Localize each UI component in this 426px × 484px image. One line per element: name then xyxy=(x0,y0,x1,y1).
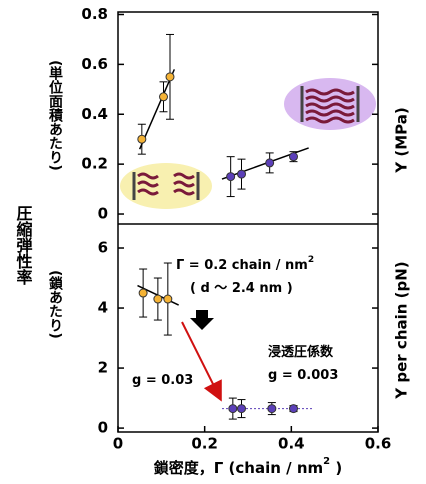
annotation-text: ( d ～ 2.4 nm ) xyxy=(190,281,293,296)
annotation: ( d ～ 2.4 nm ) xyxy=(190,281,293,296)
annotation-text: g = 0.003 xyxy=(268,368,338,383)
y-label: (単位面積あたり) xyxy=(47,60,64,171)
y-tick-label: 2 xyxy=(98,359,108,377)
point xyxy=(153,294,163,304)
point xyxy=(289,404,298,414)
fit-line xyxy=(138,69,176,150)
icon-upper xyxy=(284,78,376,130)
annotation: g = 0.03 xyxy=(132,373,193,388)
y-tick-label: 0.8 xyxy=(81,5,108,23)
y-tick-label: 0.2 xyxy=(81,155,108,173)
y-label-right: Y (MPa) xyxy=(393,107,411,173)
y-tick-label: 0.4 xyxy=(81,105,108,123)
point xyxy=(138,288,148,298)
x-label-end: ) xyxy=(330,459,342,477)
point xyxy=(237,404,246,414)
down-arrow xyxy=(190,310,214,330)
point xyxy=(237,169,246,179)
y-tick-label: 0.6 xyxy=(81,55,108,73)
y-label: (鎖あたり) xyxy=(47,270,63,339)
x-tick-label: 0.6 xyxy=(365,435,392,453)
point xyxy=(289,152,298,162)
x-label-sup: 2 xyxy=(323,456,330,467)
y-tick-label: 0 xyxy=(98,419,108,437)
y-label-right: Y per chain (pN) xyxy=(393,261,411,399)
point xyxy=(228,404,238,414)
x-label-text: 鎖密度，Γ (chain / nm xyxy=(154,459,323,477)
x-tick-label: 0.2 xyxy=(191,435,218,453)
annotation: g = 0.003 xyxy=(268,368,338,383)
point xyxy=(159,92,168,102)
annotation-text: g = 0.03 xyxy=(132,373,193,388)
y-tick-label: 0 xyxy=(98,205,108,223)
icon-lower xyxy=(120,163,212,209)
point xyxy=(165,72,175,82)
point xyxy=(267,404,277,414)
point xyxy=(265,158,275,168)
point xyxy=(226,172,236,182)
point xyxy=(163,294,173,304)
shared-y-label: 圧縮弾性率 xyxy=(14,205,33,286)
annotation-text: Γ = 0.2 chain / nm xyxy=(176,258,308,273)
y-tick-label: 6 xyxy=(98,239,108,257)
annotation: 浸透圧係数 xyxy=(268,344,334,360)
annotation: Γ = 0.2 chain / nm2 xyxy=(176,255,314,273)
annotation-sup: 2 xyxy=(308,255,314,265)
annotation-text: 浸透圧係数 xyxy=(268,344,334,360)
red-arrow xyxy=(181,321,222,402)
x-tick-label: 0 xyxy=(113,435,123,453)
x-label: 鎖密度，Γ (chain / nm2 ) xyxy=(154,456,342,477)
frame xyxy=(117,11,379,433)
y-tick-label: 4 xyxy=(98,299,108,317)
point xyxy=(137,134,147,144)
x-tick-label: 0.4 xyxy=(278,435,305,453)
